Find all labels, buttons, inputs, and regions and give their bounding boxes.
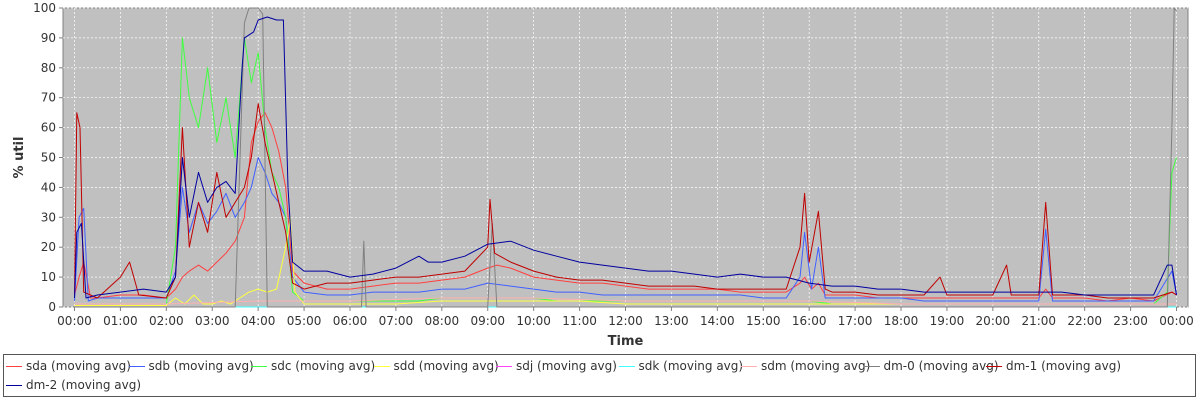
y-tick-label: 60 (41, 121, 56, 135)
axes: 0 10 20 30 40 50 60 70 80 90 100 00:00 01:00 02:00 03:… (33, 1, 1194, 328)
x-tick-label: 07:00 (379, 314, 414, 328)
x-tick-label: 14:00 (700, 314, 735, 328)
x-tick-label: 04:00 (241, 314, 276, 328)
x-tick-label: 09:00 (470, 314, 505, 328)
y-tick-label: 40 (41, 180, 56, 194)
legend-item: dm-1 (moving avg) (984, 357, 1121, 375)
y-tick-label: 20 (41, 240, 56, 254)
legend-label: sdk (moving avg) (638, 359, 744, 373)
legend-swatch (618, 366, 635, 367)
legend-item: sdj (moving avg) (494, 357, 617, 375)
x-tick-label: 17:00 (838, 314, 873, 328)
legend: sda (moving avg) sdb (moving avg) sdc (mov… (3, 354, 1196, 397)
legend-label: sdj (moving avg) (516, 359, 617, 373)
series-line-8 (74, 7, 1177, 308)
x-tick-label: 08:00 (425, 314, 460, 328)
line-chart: 0 10 20 30 40 50 60 70 80 90 100 00:00 01:00 02:00 03:… (12, 1, 1194, 349)
series-line-2 (74, 157, 1177, 302)
x-tick-label: 05:00 (287, 314, 322, 328)
legend-item: sdb (moving avg) (127, 357, 254, 375)
legend-swatch (496, 366, 512, 367)
legend-item: sdd (moving avg) (372, 357, 499, 375)
x-tick-label: 20:00 (976, 314, 1011, 328)
x-tick-label: 11:00 (562, 314, 597, 328)
x-tick-label: 12:00 (608, 314, 643, 328)
legend-item: sdm (moving avg) (739, 357, 870, 375)
x-tick-label: 10:00 (516, 314, 551, 328)
x-tick-label: 18:00 (884, 314, 919, 328)
series-line-10 (74, 16, 1177, 299)
legend-item: sda (moving avg) (4, 357, 131, 375)
x-tick-label: 21:00 (1021, 314, 1056, 328)
legend-label: dm-0 (moving avg) (883, 359, 999, 373)
legend-item: dm-0 (moving avg) (862, 357, 999, 375)
legend-label: sda (moving avg) (26, 359, 131, 373)
legend-label: sdd (moving avg) (393, 359, 499, 373)
y-tick-label: 50 (41, 151, 56, 165)
legend-item: sdc (moving avg) (249, 357, 375, 375)
x-tick-label: 00:00 (1159, 314, 1194, 328)
legend-swatch (741, 366, 757, 367)
x-axis-title: Time (608, 334, 644, 349)
legend-label: sdb (moving avg) (148, 359, 254, 373)
legend-label: dm-1 (moving avg) (1006, 359, 1122, 373)
legend-item: dm-2 (moving avg) (4, 376, 141, 394)
legend-swatch (986, 366, 1002, 367)
x-tick-label: 13:00 (654, 314, 689, 328)
x-tick-label: 15:00 (746, 314, 781, 328)
x-tick-label: 01:00 (103, 314, 138, 328)
x-tick-label: 00:00 (57, 314, 92, 328)
x-tick-label: 02:00 (149, 314, 184, 328)
y-axis-title: % util (12, 137, 27, 179)
legend-swatch (251, 366, 267, 367)
legend-label: sdm (moving avg) (761, 359, 871, 373)
series-line-9 (74, 103, 1177, 299)
legend-item: sdk (moving avg) (617, 357, 744, 375)
y-tick-label: 10 (41, 270, 56, 284)
x-tick-label: 03:00 (195, 314, 230, 328)
x-tick-label: 16:00 (792, 314, 827, 328)
legend-swatch (863, 366, 880, 367)
series-line-7 (74, 297, 1177, 305)
series-line-1 (74, 112, 1177, 302)
legend-swatch (373, 366, 390, 367)
y-tick-label: 90 (41, 31, 56, 45)
legend-swatch (128, 366, 145, 367)
legend-label: dm-2 (moving avg) (26, 378, 142, 392)
y-tick-label: 30 (41, 210, 56, 224)
x-tick-label: 06:00 (333, 314, 368, 328)
legend-swatch (6, 366, 22, 367)
x-tick-label: 22:00 (1067, 314, 1102, 328)
legend-label: sdc (moving avg) (271, 359, 376, 373)
x-tick-label: 19:00 (930, 314, 965, 328)
y-tick-label: 80 (41, 61, 56, 75)
y-tick-label: 70 (41, 91, 56, 105)
y-tick-label: 100 (33, 1, 56, 15)
y-tick-label: 0 (48, 300, 56, 314)
legend-swatch (6, 385, 22, 386)
x-tick-label: 23:00 (1113, 314, 1148, 328)
